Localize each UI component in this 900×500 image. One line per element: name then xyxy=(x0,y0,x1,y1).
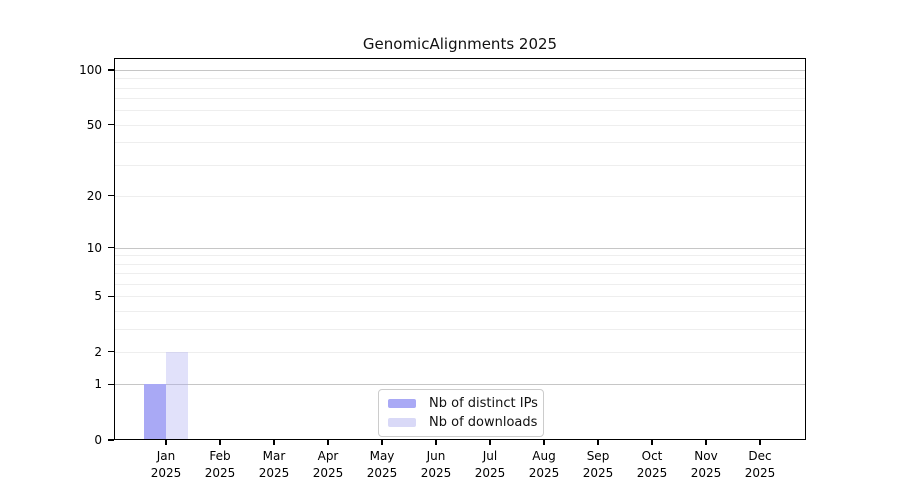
y-tick-label: 0 xyxy=(94,433,102,447)
y-tick-mark xyxy=(108,247,114,249)
gridline-minor xyxy=(114,273,806,275)
legend-swatch-downloads-icon xyxy=(388,417,416,427)
x-tick-mark xyxy=(327,440,329,445)
gridline-minor xyxy=(114,284,806,285)
x-tick-mark xyxy=(165,440,167,445)
gridline-minor xyxy=(114,328,806,330)
x-tick-label: Apr 2025 xyxy=(312,449,344,480)
legend-item-downloads: Nb of downloads xyxy=(388,414,538,430)
x-tick-label: Oct 2025 xyxy=(636,449,668,480)
gridline-major xyxy=(114,70,806,71)
x-tick-label: Nov 2025 xyxy=(690,449,722,480)
y-tick-label: 2 xyxy=(94,344,102,359)
gridline-minor xyxy=(114,124,806,126)
gridline-minor xyxy=(114,263,806,265)
y-tick-mark xyxy=(108,383,114,385)
chart-title: GenomicAlignments 2025 xyxy=(362,35,558,53)
x-tick-label: Dec 2025 xyxy=(744,449,776,480)
x-tick-label: Aug 2025 xyxy=(528,449,560,480)
y-tick-mark xyxy=(108,124,114,126)
y-tick-label: 50 xyxy=(86,117,102,132)
y-tick-mark xyxy=(108,195,114,197)
x-tick-mark xyxy=(705,440,707,445)
bar-downloads xyxy=(166,351,188,440)
x-tick-mark xyxy=(489,440,491,445)
bar-distinct-ips xyxy=(144,384,166,440)
x-tick-mark xyxy=(651,440,653,445)
x-tick-label: Mar 2025 xyxy=(258,449,290,480)
x-tick-mark xyxy=(435,440,437,445)
plot-area-frame xyxy=(114,58,806,440)
gridline-minor xyxy=(114,87,806,89)
y-tick-mark xyxy=(108,69,114,71)
x-tick-mark xyxy=(759,440,761,445)
gridline-major xyxy=(114,384,806,386)
gridline-minor xyxy=(114,110,806,112)
gridline-minor xyxy=(114,311,806,312)
x-tick-label: Feb 2025 xyxy=(204,449,236,480)
x-tick-label: Jun 2025 xyxy=(420,449,452,480)
x-tick-label: Jan 2025 xyxy=(150,449,182,480)
x-tick-label: Sep 2025 xyxy=(582,449,614,480)
gridline-minor xyxy=(114,164,806,166)
y-tick-mark xyxy=(108,351,114,353)
x-tick-mark xyxy=(543,440,545,445)
x-tick-mark xyxy=(381,440,383,445)
y-tick-label: 100 xyxy=(79,63,102,77)
legend-label-downloads: Nb of downloads xyxy=(429,414,538,430)
gridline-minor xyxy=(114,296,806,298)
y-tick-label: 10 xyxy=(86,240,102,255)
y-tick-label: 1 xyxy=(94,377,102,392)
y-tick-label: 20 xyxy=(86,188,102,203)
x-tick-mark xyxy=(219,440,221,445)
x-tick-mark xyxy=(597,440,599,445)
y-tick-mark xyxy=(108,439,114,441)
x-tick-mark xyxy=(273,440,275,445)
gridline-major xyxy=(114,247,806,249)
legend: Nb of distinct IPs Nb of downloads xyxy=(378,389,544,437)
gridline-minor xyxy=(114,255,806,257)
y-tick-mark xyxy=(108,295,114,297)
x-tick-label: Jul 2025 xyxy=(474,449,506,480)
gridline-minor xyxy=(114,98,806,100)
gridline-minor xyxy=(114,142,806,144)
legend-swatch-distinct-ips-icon xyxy=(388,399,416,409)
y-tick-label: 5 xyxy=(94,289,102,304)
gridline-minor xyxy=(114,195,806,197)
gridline-minor xyxy=(114,78,806,80)
gridline-minor xyxy=(114,351,806,353)
legend-item-distinct-ips: Nb of distinct IPs xyxy=(388,396,538,411)
x-tick-label: May 2025 xyxy=(366,449,398,480)
legend-label-distinct-ips: Nb of distinct IPs xyxy=(429,396,538,412)
